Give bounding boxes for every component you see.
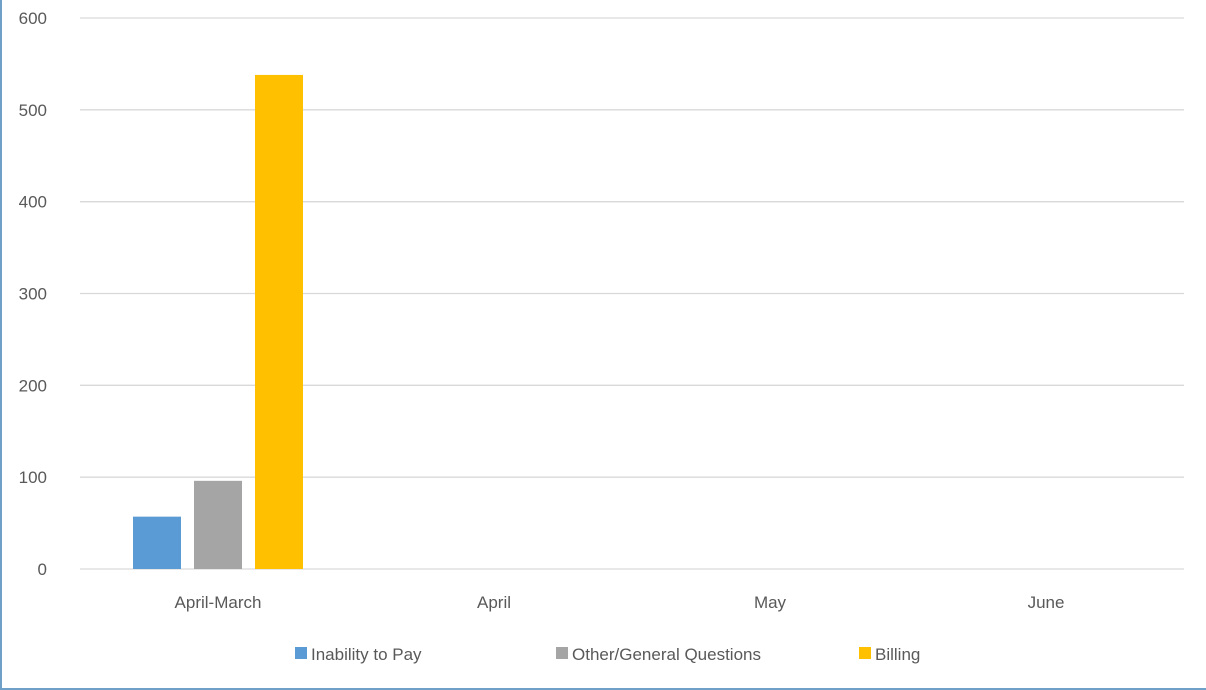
legend: Inability to Pay Other/General Questions B… <box>295 645 920 664</box>
bar <box>255 74 303 569</box>
legend-item: Inability to Pay <box>295 645 422 664</box>
x-axis-tick-labels: April-March April May June <box>175 593 1065 612</box>
y-tick-label: 400 <box>19 193 47 212</box>
x-tick-label: April-March <box>175 593 262 612</box>
y-tick-label: 200 <box>19 376 47 395</box>
legend-swatch <box>859 647 871 659</box>
bar <box>133 516 181 569</box>
legend-label: Inability to Pay <box>311 645 422 664</box>
y-tick-label: 600 <box>19 9 47 28</box>
x-tick-label: April <box>477 593 511 612</box>
legend-label: Other/General Questions <box>572 645 761 664</box>
x-tick-label: June <box>1028 593 1065 612</box>
y-tick-label: 100 <box>19 468 47 487</box>
legend-item: Other/General Questions <box>556 645 761 664</box>
gridlines <box>80 17 1184 570</box>
legend-swatch <box>295 647 307 659</box>
bars <box>133 74 303 569</box>
legend-item: Billing <box>859 645 920 664</box>
bar <box>194 480 242 569</box>
x-tick-label: May <box>754 593 787 612</box>
y-axis-tick-labels: 0 100 200 300 400 500 600 <box>19 9 47 579</box>
legend-label: Billing <box>875 645 920 664</box>
y-tick-label: 300 <box>19 285 47 304</box>
legend-swatch <box>556 647 568 659</box>
y-tick-label: 0 <box>38 560 47 579</box>
y-tick-label: 500 <box>19 101 47 120</box>
